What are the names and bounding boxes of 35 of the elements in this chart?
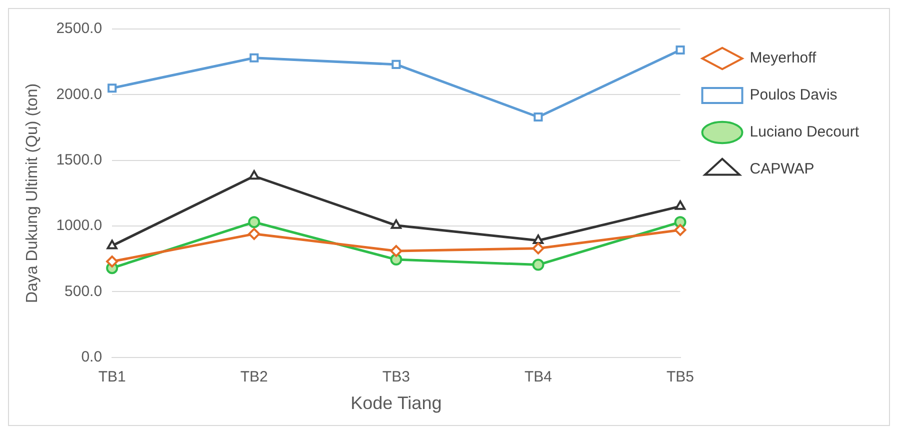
y-tick-label: 0.0 bbox=[81, 348, 102, 366]
point bbox=[106, 240, 118, 250]
point bbox=[532, 242, 544, 254]
point bbox=[674, 224, 686, 236]
legend-label: Poulos Davis bbox=[750, 86, 838, 104]
x-tick-label: TB5 bbox=[666, 368, 694, 386]
point bbox=[674, 200, 686, 210]
y-tick-label: 2500.0 bbox=[56, 20, 102, 38]
point bbox=[392, 60, 401, 70]
point bbox=[390, 219, 402, 229]
x-tick-label: TB2 bbox=[240, 368, 268, 386]
x-tick-label: TB3 bbox=[382, 368, 410, 386]
y-tick-label: 1000.0 bbox=[56, 217, 102, 234]
point bbox=[248, 228, 260, 240]
legend-label: Meyerhoff bbox=[750, 50, 818, 67]
x-tick-label: TB4 bbox=[524, 368, 552, 386]
x-axis-title: Kode Tiang bbox=[350, 393, 442, 414]
point bbox=[108, 84, 117, 93]
point bbox=[390, 245, 402, 257]
point bbox=[248, 170, 260, 180]
point bbox=[250, 53, 259, 62]
point bbox=[676, 45, 685, 55]
y-tick-label: 1500.0 bbox=[56, 152, 102, 168]
y-axis-title: Daya Dukung Ultimit (Qu) (ton) bbox=[24, 83, 42, 304]
point bbox=[532, 234, 544, 244]
x-tick-label: TB1 bbox=[98, 368, 126, 386]
legend-label: CAPWAP bbox=[750, 160, 814, 178]
point bbox=[532, 258, 544, 271]
point bbox=[106, 256, 118, 268]
point bbox=[390, 254, 402, 266]
y-tick-label: 500.0 bbox=[64, 282, 102, 300]
legend-label: Luciano Decourt bbox=[750, 124, 860, 141]
point bbox=[534, 112, 543, 122]
point bbox=[248, 216, 260, 228]
y-tick-label: 2000.0 bbox=[56, 86, 102, 103]
